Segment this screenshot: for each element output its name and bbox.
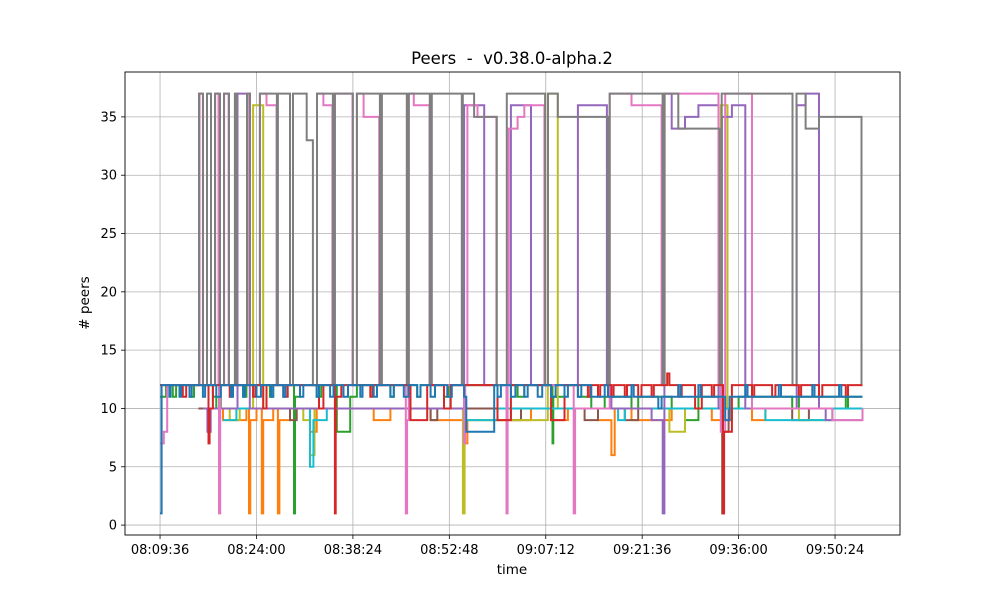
series-line-3 [216,92,863,515]
y-tick-label: 15 [100,344,117,359]
x-axis-label: time [497,562,528,578]
series-line-9 [160,384,863,515]
grid [125,72,900,535]
x-tick-label: 08:24:00 [227,543,285,558]
chart-title: Peers - v0.38.0-alpha.2 [411,49,613,68]
x-tick-label: 09:50:24 [806,543,864,558]
x-tick-label: 09:36:00 [709,543,767,558]
series-line-0 [202,407,863,515]
x-tick-label: 08:09:36 [131,543,189,558]
x-tick-label: 09:21:36 [613,543,671,558]
y-axis: 0 5 10 15 20 25 30 35 [100,110,125,534]
series-layer [160,92,864,515]
x-tick-label: 08:38:24 [324,543,382,558]
series-line-5 [202,92,863,515]
y-tick-label: 20 [100,285,117,300]
y-tick-label: 35 [100,110,117,125]
plot-frame [124,71,901,536]
x-tick-label: 08:52:48 [420,543,478,558]
series-line-8 [160,372,863,515]
x-tick-label: 09:07:12 [517,543,575,558]
y-tick-label: 0 [109,519,117,534]
y-tick-label: 5 [109,460,117,475]
y-axis-label: # peers [77,276,93,329]
series-line-4 [223,407,863,468]
x-axis: 08:09:36 08:24:00 08:38:24 08:52:48 09:07:12… [131,535,864,558]
y-tick-label: 30 [100,169,117,184]
y-tick-label: 10 [100,402,117,417]
series-line-2 [198,407,863,515]
y-tick-label: 25 [100,227,117,242]
